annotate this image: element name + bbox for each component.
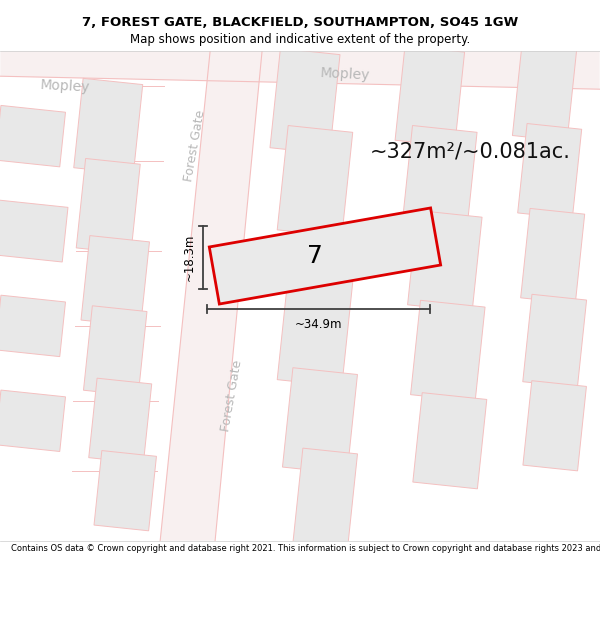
Polygon shape xyxy=(523,294,587,388)
Polygon shape xyxy=(0,295,65,357)
Text: ~34.9m: ~34.9m xyxy=(295,318,342,331)
Polygon shape xyxy=(518,124,581,219)
Polygon shape xyxy=(76,159,140,254)
Polygon shape xyxy=(89,378,152,463)
Polygon shape xyxy=(270,48,340,154)
Polygon shape xyxy=(209,208,440,304)
Polygon shape xyxy=(283,368,358,474)
Text: ~18.3m: ~18.3m xyxy=(182,234,196,281)
Polygon shape xyxy=(395,46,464,146)
Text: Forest Gate: Forest Gate xyxy=(182,109,208,183)
Polygon shape xyxy=(74,78,143,174)
Text: Forest Gate: Forest Gate xyxy=(220,359,245,432)
Text: Contains OS data © Crown copyright and database right 2021. This information is : Contains OS data © Crown copyright and d… xyxy=(11,544,600,552)
Polygon shape xyxy=(512,41,577,141)
Polygon shape xyxy=(407,211,482,311)
Polygon shape xyxy=(410,300,485,401)
Polygon shape xyxy=(160,51,262,541)
Polygon shape xyxy=(0,200,68,262)
Text: 7, FOREST GATE, BLACKFIELD, SOUTHAMPTON, SO45 1GW: 7, FOREST GATE, BLACKFIELD, SOUTHAMPTON,… xyxy=(82,16,518,29)
Text: ~327m²/~0.081ac.: ~327m²/~0.081ac. xyxy=(370,141,571,161)
Polygon shape xyxy=(0,106,65,167)
Text: Mopley: Mopley xyxy=(40,78,91,94)
Polygon shape xyxy=(83,306,147,396)
Polygon shape xyxy=(292,448,358,553)
Polygon shape xyxy=(403,126,477,227)
Text: Map shows position and indicative extent of the property.: Map shows position and indicative extent… xyxy=(130,32,470,46)
Polygon shape xyxy=(277,276,353,386)
Polygon shape xyxy=(1,51,599,89)
Text: Mopley: Mopley xyxy=(320,66,370,82)
Polygon shape xyxy=(413,392,487,489)
Polygon shape xyxy=(277,126,353,237)
Polygon shape xyxy=(521,208,584,304)
Polygon shape xyxy=(94,451,157,531)
Polygon shape xyxy=(523,381,586,471)
Polygon shape xyxy=(0,390,65,451)
Text: 7: 7 xyxy=(307,244,323,268)
Polygon shape xyxy=(81,236,149,326)
